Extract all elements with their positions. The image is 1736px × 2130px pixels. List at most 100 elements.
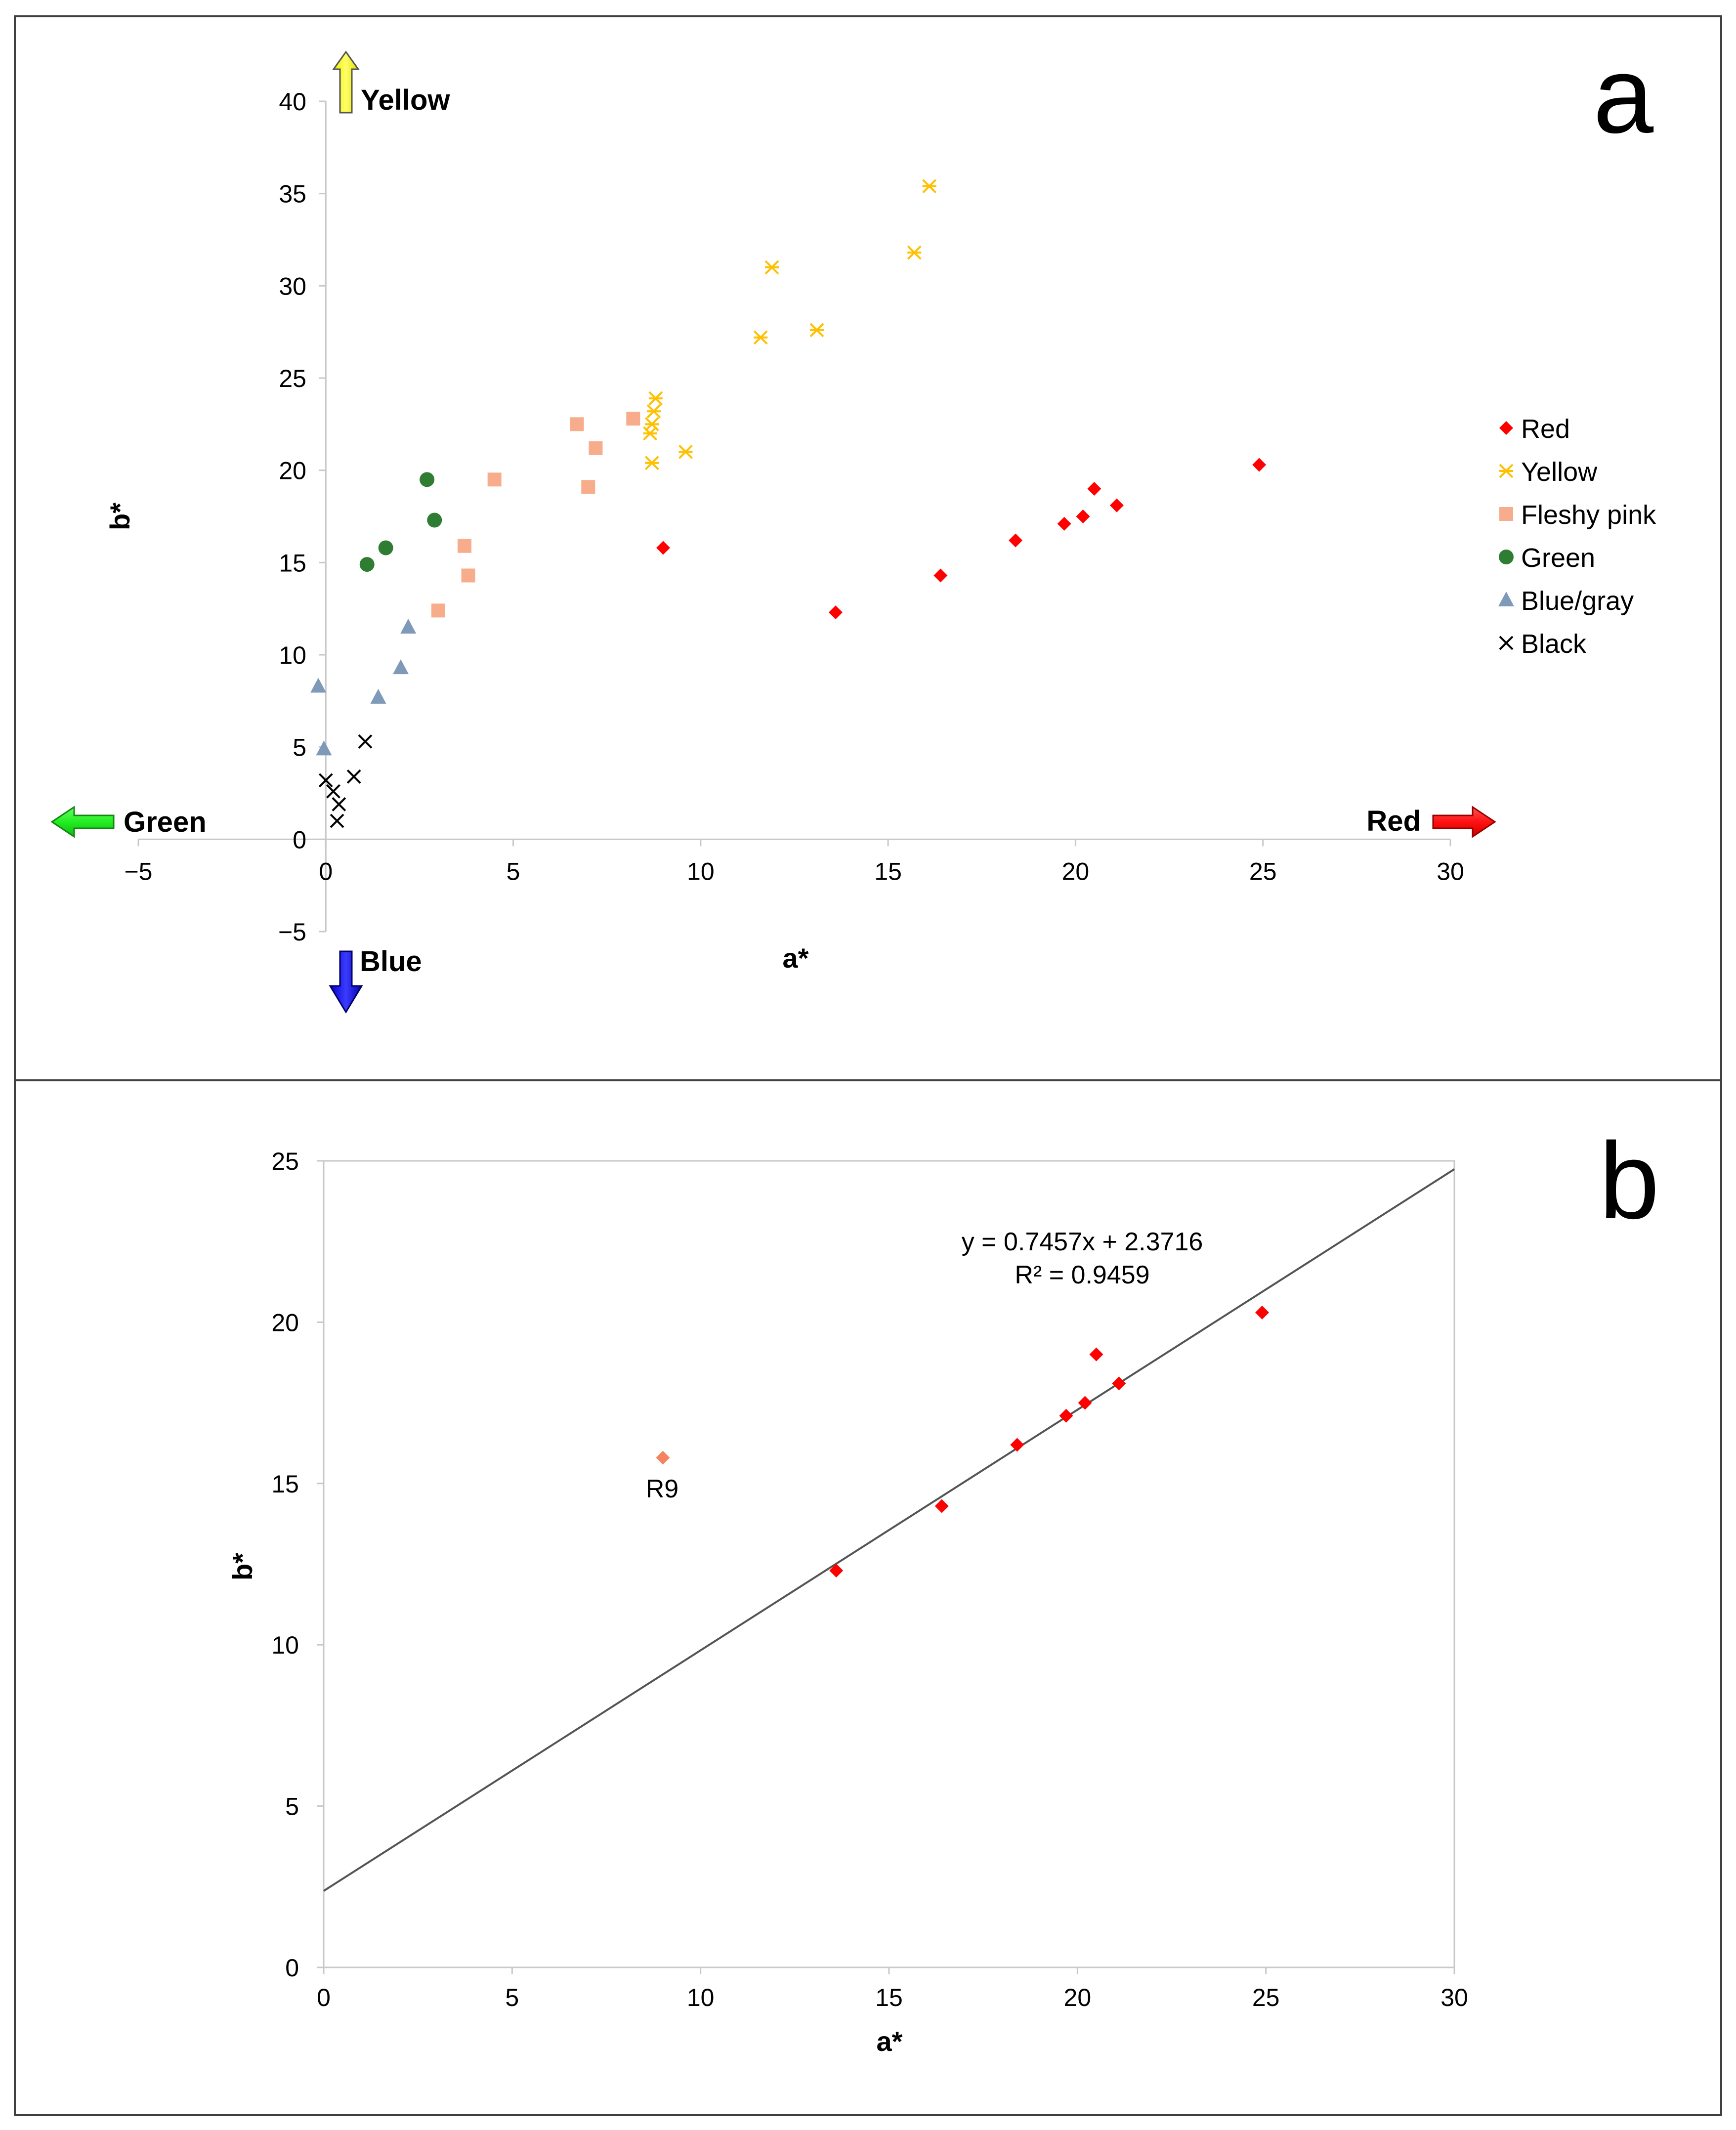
x-tick-label: 20 [1062,857,1090,885]
data-point-green [359,557,375,572]
data-point-red [1078,1396,1092,1410]
data-point-yellow [646,404,661,419]
data-point-red [1252,458,1267,472]
y-tick-label: 25 [271,1148,299,1175]
legend-marker-green [1499,550,1514,564]
data-point-red [656,541,670,555]
y-axis-label-b: b* [227,1553,258,1580]
panel-b-letter: b [1599,1120,1659,1241]
arrow-left-icon [50,806,115,838]
data-point-red [1059,1408,1073,1423]
y-tick-label: 40 [279,88,306,116]
data-point-red [1010,1438,1024,1452]
data-point-yellow [907,245,922,260]
data-point-fleshy-pink [457,539,471,553]
x-axis-label-a: a* [783,942,809,974]
data-point-fleshy-pink [487,472,502,487]
data-point-red [934,1499,949,1513]
data-point-red [829,1564,844,1578]
data-point-blue-gray [310,678,327,693]
data-point-yellow [809,323,824,338]
y-tick-label: 20 [279,457,306,485]
plot-area-b [323,1160,1455,1968]
y-tick-label: 15 [279,549,306,577]
legend-marker-yellow [1499,464,1514,478]
data-point-black [330,813,344,828]
y-tick-label: 10 [271,1631,299,1659]
y-tick-label: 10 [279,641,306,669]
data-point-red [1087,482,1101,496]
y-tick-label: 35 [279,180,306,208]
data-point-yellow [678,444,693,459]
x-tick-label: 10 [687,1984,715,2011]
y-tick-label: −5 [278,918,306,946]
direction-label-up: Yellow [361,84,450,116]
legend: Red Yellow Fleshy pink Green Blue/gray Black [1498,414,1656,659]
data-point-red [1089,1347,1103,1362]
panel-a-letter: a [1593,34,1654,156]
arrow-right-icon [1432,806,1496,838]
data-point-blue-gray [400,619,417,634]
x-tick-label: 15 [874,857,902,885]
x-tick-label: 5 [507,857,520,885]
x-tick-label: 0 [317,1984,331,2011]
data-point-red [1009,533,1023,548]
arrow-down-icon [329,950,363,1014]
data-point-fleshy-pink [570,417,584,431]
direction-label-down: Blue [360,945,422,978]
legend-marker-black [1499,636,1514,650]
data-point-red [1057,516,1071,531]
data-point-black [332,797,346,811]
data-point-green [378,540,393,555]
data-point-yellow [644,417,659,431]
data-point-red [828,605,843,620]
data-point-black [358,734,373,749]
trendline [323,1168,1455,1892]
data-point-black [326,784,340,799]
legend-label-green: Green [1521,543,1595,573]
x-tick-label: −5 [124,857,152,885]
y-tick-label: 0 [285,1954,299,1982]
data-point-red [1109,498,1124,512]
data-point-fleshy-pink [431,603,445,618]
y-tick-label: 5 [285,1793,299,1821]
x-tick-label: 30 [1440,1984,1468,2011]
outlier-label: R9 [646,1475,678,1503]
data-point-red [1076,510,1090,523]
data-point-yellow [643,426,657,441]
outlier-point [656,1450,670,1465]
legend-label-blue-gray: Blue/gray [1521,586,1634,616]
legend-label-black: Black [1521,629,1587,659]
data-point-green [420,472,435,487]
trendline-equation: y = 0.7457x + 2.3716 [962,1228,1203,1256]
data-point-fleshy-pink [589,441,603,455]
panel-a: a Yellow Blue Green Red a* b* −5 0 5 10 15 20… [50,34,1656,1014]
data-point-blue-gray [370,688,386,704]
arrow-up-icon [332,50,360,114]
data-point-fleshy-pink [461,568,475,583]
trendline-r-squared: R² = 0.9459 [1015,1261,1149,1289]
x-axis-label-b: a* [877,2026,903,2057]
legend-label-red: Red [1521,414,1570,444]
y-tick-label: 20 [271,1309,299,1336]
direction-label-left: Green [124,806,207,838]
x-tick-label: 30 [1437,857,1464,885]
legend-marker-blue-gray [1498,592,1514,606]
data-point-fleshy-pink [581,480,595,494]
data-point-red [1112,1376,1126,1391]
data-point-yellow [922,179,937,194]
data-point-yellow [644,456,659,470]
panel-a-frame [14,15,1722,1081]
data-point-red [1255,1305,1270,1320]
data-point-red [933,568,948,583]
x-tick-label: 5 [505,1984,519,2011]
y-tick-label: 30 [279,272,306,300]
data-point-green [427,512,442,528]
x-tick-label: 25 [1252,1984,1280,2011]
direction-label-right: Red [1366,805,1421,837]
data-point-fleshy-pink [626,412,640,426]
data-point-black [318,773,333,788]
data-point-blue-gray [393,659,409,675]
data-point-yellow [753,330,768,345]
data-point-blue-gray [316,740,332,756]
